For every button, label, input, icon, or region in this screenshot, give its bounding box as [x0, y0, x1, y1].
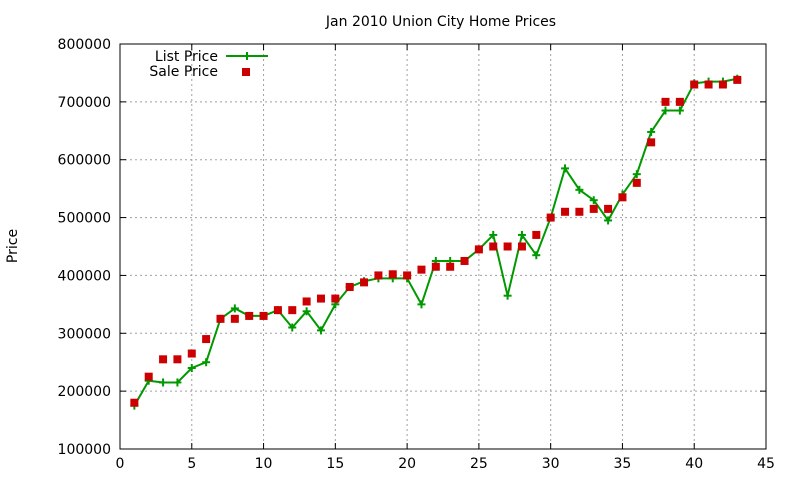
- sale-price-point: [604, 204, 613, 213]
- sale-price-point: [144, 372, 153, 381]
- legend: List Price Sale Price: [149, 49, 268, 80]
- sale-price-point: [575, 207, 584, 216]
- y-tick-label: 200000: [58, 384, 111, 400]
- x-tick-label: 5: [187, 456, 196, 472]
- y-tick-label: 300000: [58, 326, 111, 342]
- sale-price-point: [474, 245, 483, 254]
- y-tick-label: 500000: [58, 211, 111, 227]
- sale-price-point: [159, 355, 168, 364]
- list-price-point: [159, 378, 168, 387]
- list-price-point: [675, 106, 684, 115]
- series-layer: [130, 74, 742, 410]
- list-price-point: [417, 300, 426, 309]
- list-price-point: [503, 291, 512, 300]
- sale-price-point: [489, 242, 498, 251]
- sale-price-point: [187, 349, 196, 358]
- list-price-point: [632, 170, 641, 179]
- sale-price-point: [618, 193, 627, 202]
- sale-price-point: [460, 256, 469, 265]
- y-axis-title: Price: [5, 229, 21, 263]
- x-tick-label: 20: [398, 456, 416, 472]
- sale-price-point: [704, 80, 713, 89]
- list-price-point: [661, 106, 670, 115]
- sale-price-point: [245, 311, 254, 320]
- axis-ticks: 100000 200000 300000 400000 500000 600000 7000…: [58, 37, 775, 472]
- sale-price-point: [130, 398, 139, 407]
- sale-price-point: [202, 335, 211, 344]
- sale-price-point: [718, 80, 727, 89]
- list-price-point: [517, 230, 526, 239]
- y-tick-label: 400000: [58, 268, 111, 284]
- sale-price-point: [403, 271, 412, 280]
- list-price-point: [647, 127, 656, 136]
- list-price-point: [532, 251, 541, 260]
- sale-price-point: [647, 138, 656, 147]
- list-price-point: [302, 307, 311, 316]
- list-price-point: [173, 378, 182, 387]
- list-price-point: [230, 304, 239, 313]
- list-price-point: [187, 364, 196, 372]
- sale-price-point: [661, 97, 670, 106]
- sale-price-point: [517, 242, 526, 251]
- chart-title: Jan 2010 Union City Home Prices: [325, 14, 556, 30]
- x-tick-label: 30: [542, 456, 560, 472]
- y-tick-label: 100000: [58, 442, 111, 458]
- legend-label-sale-price: Sale Price: [149, 64, 218, 80]
- sale-price-point: [388, 270, 397, 279]
- x-tick-label: 10: [255, 456, 273, 472]
- sale-price-point: [345, 283, 354, 291]
- legend-label-list-price: List Price: [155, 49, 218, 65]
- sale-price-point: [374, 271, 383, 280]
- sale-price-point: [733, 75, 742, 84]
- x-tick-label: 15: [326, 456, 344, 472]
- sale-price-point: [446, 262, 455, 271]
- sale-price-point: [675, 97, 684, 106]
- x-tick-label: 0: [116, 456, 125, 472]
- sale-price-point: [431, 262, 440, 271]
- sale-price-point: [273, 306, 282, 315]
- sale-price-point: [561, 207, 570, 216]
- sale-price-point: [259, 311, 268, 320]
- series-line-list-price: [133, 77, 738, 407]
- list-price-point: [489, 230, 498, 239]
- sale-price-point: [417, 265, 426, 274]
- list-price-point: [561, 164, 570, 173]
- sale-price-point: [690, 80, 699, 89]
- sale-price-point: [546, 213, 555, 222]
- list-price-point: [604, 216, 613, 225]
- y-tick-label: 600000: [58, 153, 111, 169]
- list-price-point: [575, 185, 584, 194]
- legend-plus: [243, 52, 251, 60]
- sale-price-point: [316, 294, 325, 303]
- sale-price-point: [230, 314, 239, 323]
- sale-price-point: [360, 278, 369, 287]
- list-price-point: [202, 358, 211, 367]
- sale-price-point: [302, 297, 311, 306]
- sale-price-point: [632, 178, 641, 187]
- list-price-point: [288, 323, 297, 332]
- sale-price-point: [288, 306, 297, 315]
- list-price-point: [316, 326, 325, 335]
- plot-frame: [119, 43, 767, 450]
- x-tick-label: 35: [614, 456, 632, 472]
- sale-price-point: [331, 294, 340, 303]
- legend-plus-marker: [243, 52, 251, 60]
- y-tick-label: 800000: [58, 37, 111, 53]
- legend-swatch-sale-price: [242, 68, 250, 76]
- sale-price-point: [173, 355, 182, 364]
- x-tick-label: 40: [685, 456, 703, 472]
- sale-price-point: [532, 230, 541, 239]
- sale-price-point: [503, 242, 512, 251]
- x-tick-label: 25: [470, 456, 488, 472]
- list-price-point: [589, 196, 598, 205]
- x-tick-label: 45: [757, 456, 775, 472]
- sale-price-point: [589, 204, 598, 213]
- sale-price-point: [216, 314, 225, 323]
- y-tick-label: 700000: [58, 95, 111, 111]
